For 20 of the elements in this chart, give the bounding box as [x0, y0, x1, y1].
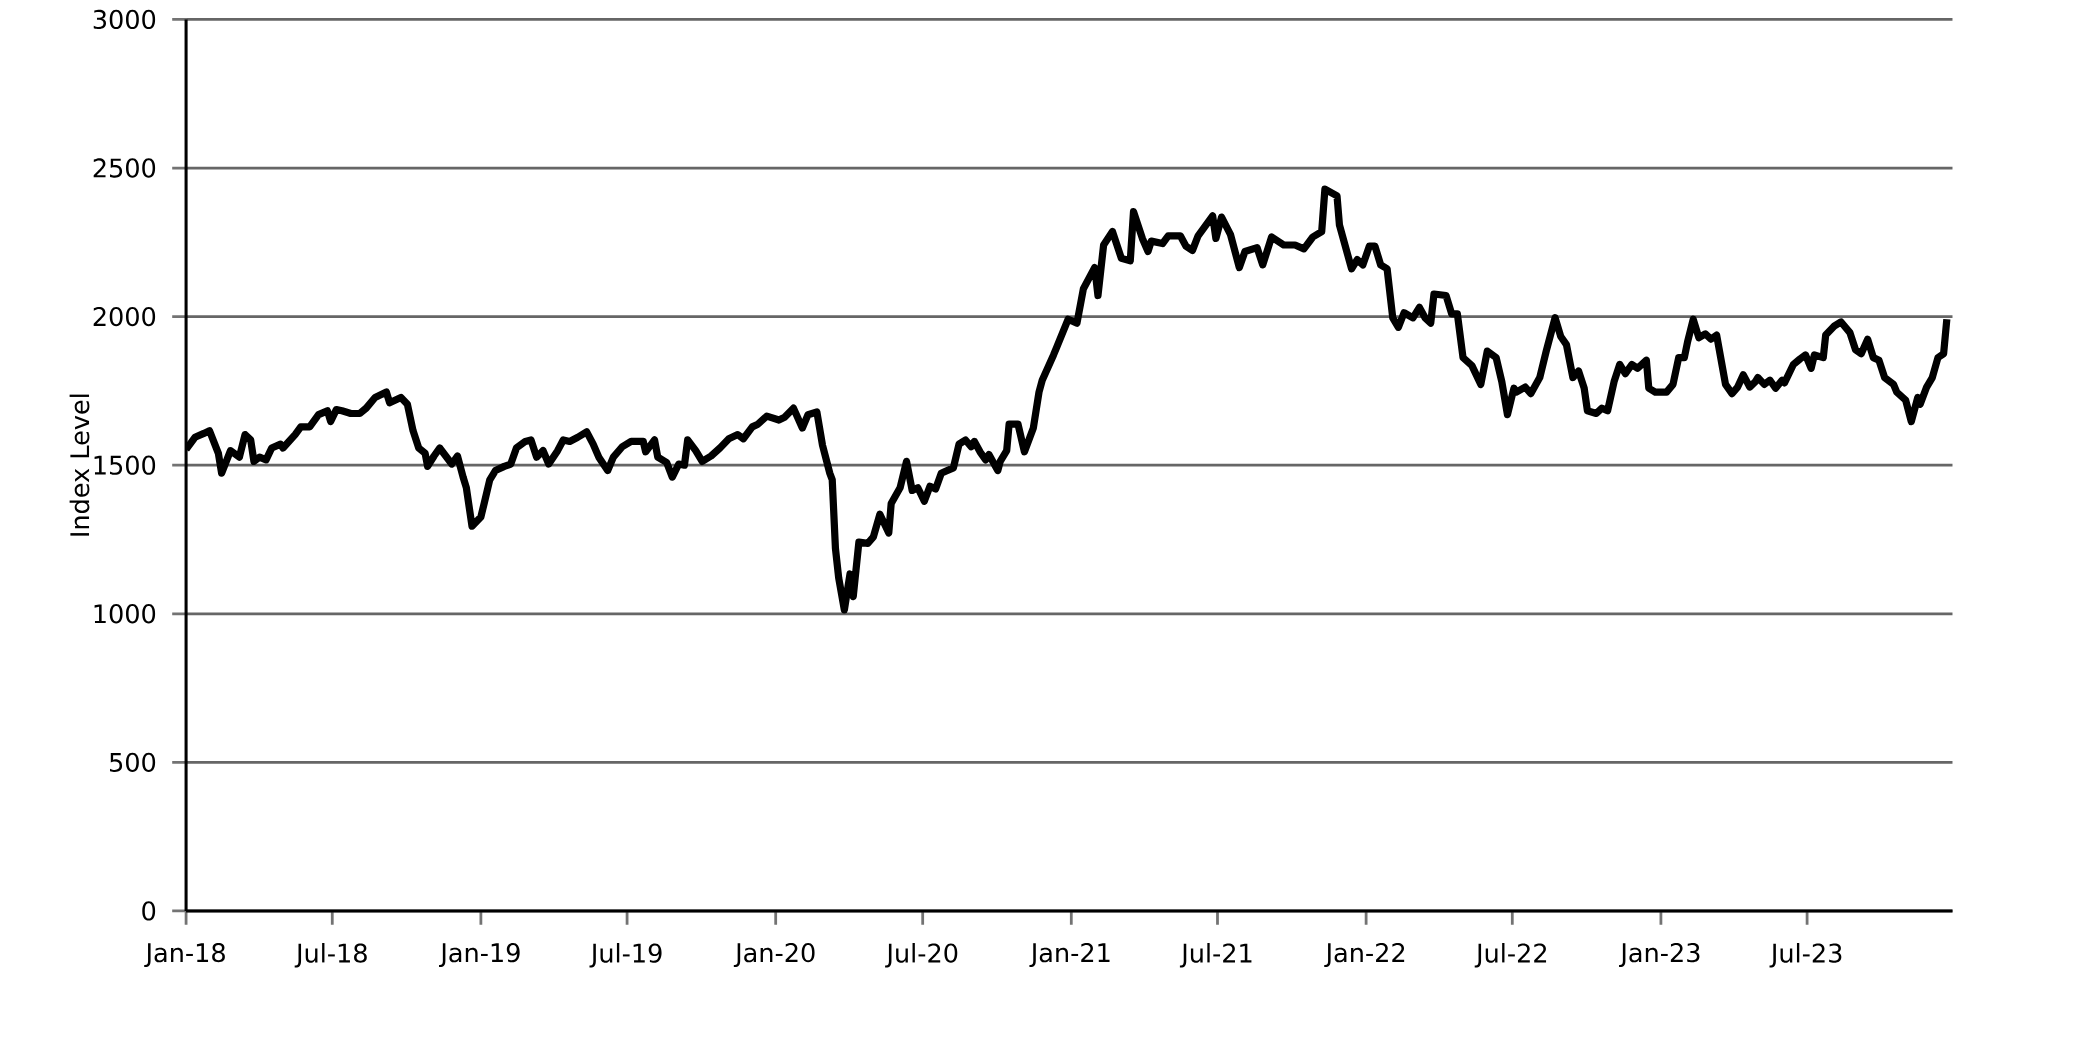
x-tick-label: Jan-23 — [1619, 943, 1700, 968]
y-tick-label: 500 — [110, 752, 156, 773]
y-tick-label: 2500 — [93, 158, 156, 178]
x-tick-label: Jan-18 — [144, 943, 225, 968]
x-tick-label: Jul-20 — [885, 943, 958, 968]
y-tick-label: 3000 — [93, 10, 156, 30]
y-tick-label: 2000 — [93, 307, 156, 327]
x-tick-label: Jul-18 — [294, 943, 367, 968]
x-tick-label: Jul-22 — [1474, 943, 1547, 968]
y-tick-label: 0 — [142, 901, 156, 921]
x-tick-label: Jan-21 — [1029, 943, 1110, 968]
y-tick-label: 1000 — [94, 604, 156, 624]
x-tick-label: Jul-21 — [1179, 943, 1252, 968]
y-tick-label: 1500 — [94, 455, 156, 476]
x-tick-label: Jan-22 — [1324, 943, 1405, 968]
y-axis-title: Index Level — [69, 394, 90, 536]
x-tick-label: Jul-23 — [1769, 943, 1842, 968]
x-tick-label: Jan-20 — [733, 943, 815, 968]
x-tick-label: Jan-19 — [439, 943, 520, 968]
x-tick-label: Jul-19 — [589, 943, 662, 968]
